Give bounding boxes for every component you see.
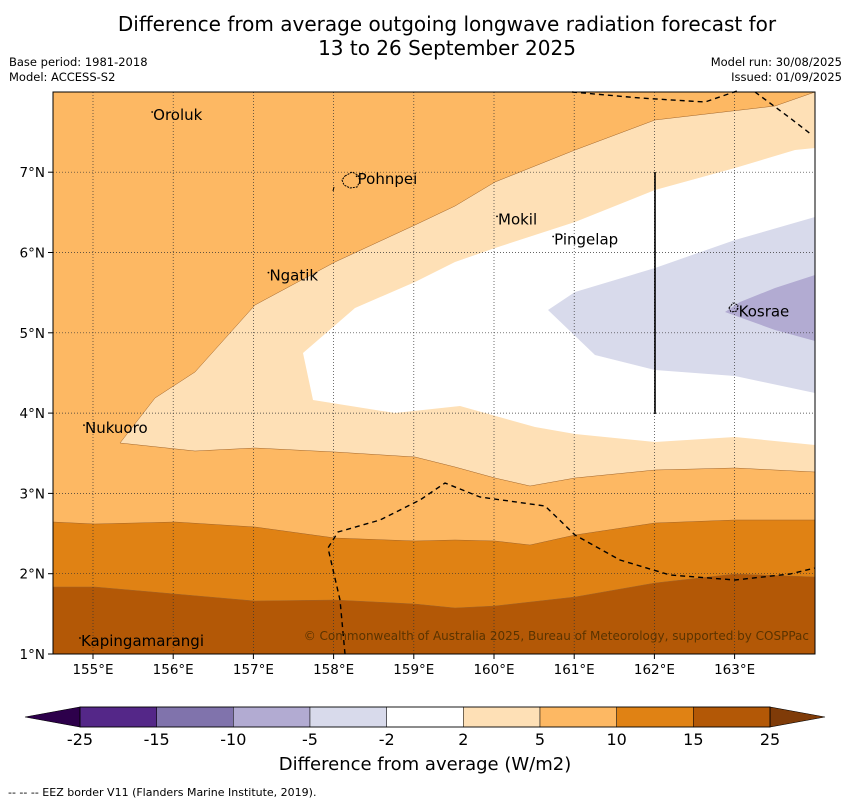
lon-tick-label: 163°E: [714, 662, 755, 678]
colorbar: -25 -15 -10 -5 -2 2 5 10 15 25: [24, 706, 826, 749]
title-line-1: Difference from average outgoing longwav…: [117, 12, 777, 36]
place-marker: [151, 111, 154, 113]
place-marker: [267, 271, 270, 274]
map-canvas: 155°E 156°E 157°E 158°E 159°E 160°E 161°E 162°E…: [20, 89, 826, 749]
colorbar-segment: [386, 706, 464, 728]
kosrae-island-icon: [728, 302, 739, 313]
islands: [332, 171, 739, 313]
pohnpei-islet-icon: [332, 186, 335, 192]
colorbar-tick: 5: [535, 730, 545, 749]
place-label: Nukuoro: [85, 419, 148, 437]
map-frame: [52, 91, 816, 655]
lat-tick-label: 3°N: [20, 486, 45, 502]
colorbar-segment: [463, 706, 541, 728]
colorbar-over-arrow: [769, 706, 826, 728]
place-labels: Oroluk Pohnpei Mokil Pingelap Ngatik Kosrae Nu…: [79, 106, 789, 650]
map-title: Difference from average outgoing longwav…: [0, 12, 850, 60]
colorbar-tick: -15: [144, 730, 170, 749]
meta-left: Base period: 1981-2018 Model: ACCESS-S2: [9, 55, 148, 85]
eez-border-north: [571, 89, 813, 136]
copyright-text: © Commonwealth of Australia 2025, Bureau…: [304, 629, 809, 643]
place-label: Kosrae: [739, 303, 790, 321]
band-minus5-minus2: [548, 217, 815, 393]
eez-legend: -- -- -- EEZ border V11 (Flanders Marine…: [8, 786, 317, 799]
pohnpei-island-icon: [341, 171, 361, 189]
graticule: [53, 92, 815, 654]
place-label: Pohnpei: [358, 170, 418, 188]
colorbar-segment: [539, 706, 617, 728]
model-name: Model: ACCESS-S2: [9, 70, 116, 84]
contour-lines: [53, 92, 815, 609]
colorbar-segment: [156, 706, 234, 728]
band-minus10-minus5: [725, 275, 815, 341]
lat-tick-label: 4°N: [20, 406, 45, 422]
lat-tick-label: 5°N: [20, 326, 45, 342]
lat-tick-label: 7°N: [20, 165, 45, 181]
place-marker: [552, 235, 555, 238]
lat-tick-label: 2°N: [20, 567, 45, 583]
place-marker: [355, 175, 358, 178]
place-label: Oroluk: [153, 106, 202, 124]
eez-border-south: [327, 482, 816, 655]
lon-tick-label: 158°E: [313, 662, 354, 678]
lon-tick-label: 156°E: [153, 662, 194, 678]
colorbar-segment: [233, 706, 311, 728]
place-marker: [496, 215, 498, 218]
lon-tick-label: 162°E: [634, 662, 675, 678]
colorbar-segment: [309, 706, 387, 728]
model-run: Model run: 30/08/2025: [710, 55, 842, 69]
colorbar-tick: 15: [683, 730, 703, 749]
colorbar-tick: -5: [302, 730, 318, 749]
colorbar-tick: -25: [67, 730, 93, 749]
colorbar-frame: [79, 706, 771, 728]
lon-tick-label: 160°E: [473, 662, 514, 678]
colorbar-tick: 25: [760, 730, 780, 749]
colorbar-tick: 10: [606, 730, 626, 749]
anomaly-field: [53, 92, 815, 654]
base-period: Base period: 1981-2018: [9, 55, 148, 69]
colorbar-segment: [693, 706, 771, 728]
colorbar-segment: [616, 706, 694, 728]
title-line-2: 13 to 26 September 2025: [318, 36, 576, 60]
place-label: Mokil: [498, 210, 537, 228]
colorbar-tick: -2: [379, 730, 395, 749]
colorbar-under-arrow: [24, 706, 81, 728]
place-marker: [79, 637, 81, 639]
colorbar-segment: [79, 706, 157, 728]
lat-tick-label: 6°N: [20, 246, 45, 262]
issued-date: Issued: 01/09/2025: [731, 70, 842, 84]
place-marker: [83, 424, 85, 427]
eez-borders: [327, 89, 816, 655]
place-label: Ngatik: [269, 267, 318, 285]
lon-tick-label: 161°E: [554, 662, 595, 678]
place-label: Pingelap: [554, 230, 618, 248]
colorbar-tick: 2: [458, 730, 468, 749]
lon-tick-label: 155°E: [72, 662, 113, 678]
lon-tick-label: 157°E: [233, 662, 274, 678]
meta-right: Model run: 30/08/2025 Issued: 01/09/2025: [711, 55, 842, 85]
place-marker: [736, 307, 739, 310]
lon-tick-label: 159°E: [393, 662, 434, 678]
lat-tick-label: 1°N: [20, 647, 45, 663]
colorbar-segments: [79, 706, 771, 728]
colorbar-tick-labels: -25 -15 -10 -5 -2 2 5 10 15 25: [67, 730, 780, 749]
place-label: Kapingamarangi: [81, 632, 204, 650]
colorbar-label: Difference from average (W/m2): [278, 754, 572, 775]
band-15-25: [53, 574, 815, 654]
colorbar-tick: -10: [220, 730, 246, 749]
axis-ticks: 155°E 156°E 157°E 158°E 159°E 160°E 161°E 162°E…: [20, 165, 756, 678]
